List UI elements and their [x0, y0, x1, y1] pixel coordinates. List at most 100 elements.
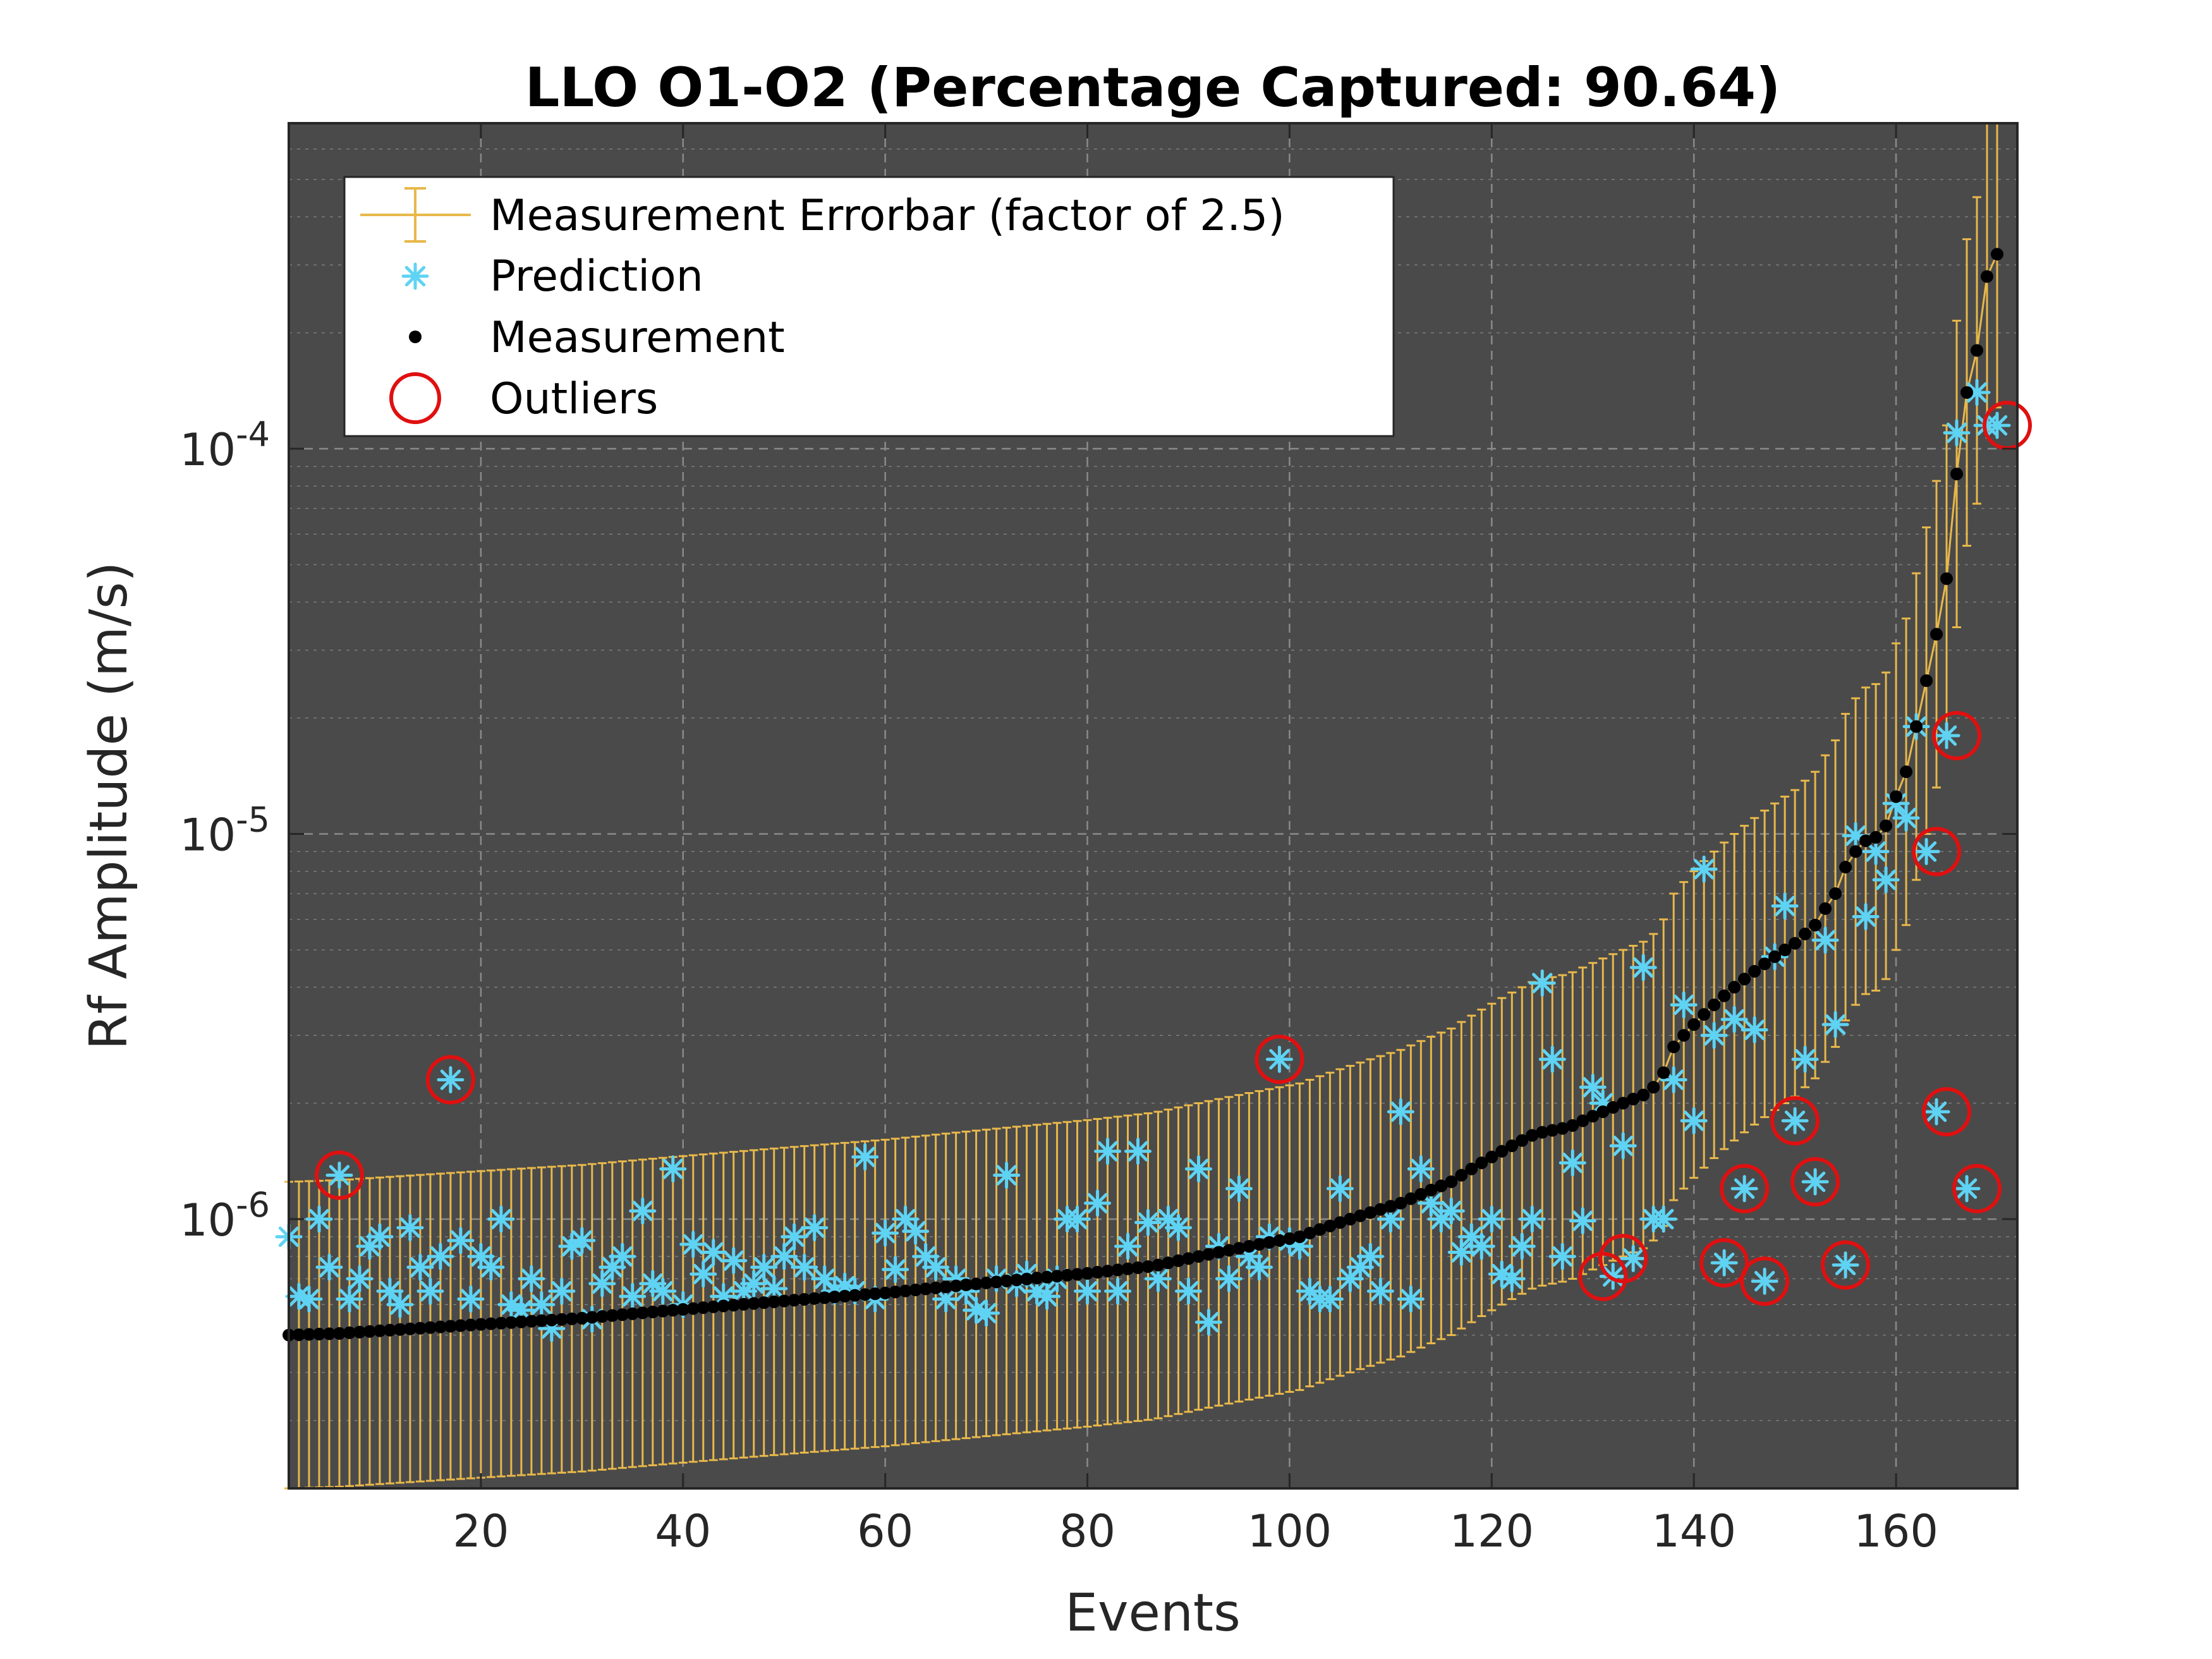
prediction-point: [1124, 1138, 1152, 1165]
measurement-point: [727, 1299, 740, 1312]
prediction-point: [1730, 1175, 1758, 1203]
measurement-point: [707, 1300, 720, 1313]
prediction-point: [1751, 1267, 1778, 1295]
measurement-point: [555, 1313, 568, 1326]
prediction-point: [437, 1066, 465, 1094]
measurement-point: [1950, 467, 1964, 480]
legend-errorbar-icon: [360, 187, 471, 243]
prediction-point: [1033, 1282, 1061, 1310]
measurement-point: [1121, 1262, 1134, 1275]
outlier-circle: [1952, 1164, 2002, 1213]
x-tick-label: 40: [655, 1505, 711, 1557]
axis-ticks: 20 40 60 80 100 120 140 160 10-6 10-5 10-4: [179, 123, 2017, 1557]
measurement-point: [1202, 1248, 1215, 1261]
measurement-point: [1020, 1272, 1033, 1285]
outlier-circle: [1821, 1240, 1871, 1290]
prediction-point: [356, 1232, 384, 1260]
y-axis-label: Rf Amplitude (m/s): [79, 562, 139, 1050]
prediction-point: [649, 1277, 677, 1305]
measurement-point: [878, 1286, 892, 1299]
measurement-point: [1566, 1119, 1579, 1132]
outlier-circle: [1255, 1035, 1304, 1085]
legend-measurement-icon: [409, 331, 422, 343]
measurement-point: [312, 1327, 325, 1340]
measurement-point: [1657, 1066, 1670, 1079]
measurement-point: [1465, 1162, 1478, 1176]
prediction-point: [376, 1277, 404, 1305]
measurement-point: [1637, 1088, 1650, 1102]
measurement-point: [1586, 1110, 1600, 1123]
plot-frame: [288, 122, 2019, 1490]
prediction-point: [1923, 1098, 1950, 1126]
prediction-point: [1821, 1011, 1849, 1038]
prediction-point: [1801, 1168, 1829, 1196]
measurement-point: [1243, 1240, 1256, 1253]
measurement-point: [444, 1320, 457, 1333]
prediction-point: [1872, 866, 1900, 894]
measurement-point: [626, 1307, 639, 1320]
measurement-point: [646, 1305, 659, 1318]
outlier-circle: [1770, 1096, 1820, 1146]
legend-label-prediction: Prediction: [490, 252, 703, 301]
measurement-point: [1930, 628, 1943, 641]
prediction-point: [1518, 1205, 1546, 1233]
measurement-point: [1060, 1268, 1074, 1282]
measurement-point: [798, 1292, 811, 1306]
prediction-point: [346, 1265, 374, 1292]
prediction-point: [1781, 1107, 1809, 1134]
measurement-point: [1030, 1272, 1043, 1285]
prediction-point: [1933, 722, 1960, 750]
prediction-point: [1225, 1175, 1253, 1203]
measurement-point: [373, 1324, 386, 1337]
y-tick-label: 10-5: [179, 800, 270, 861]
measurement-point: [1172, 1254, 1185, 1267]
measurement-point: [899, 1284, 912, 1297]
outlier-circle: [1740, 1256, 1790, 1306]
prediction-point: [1720, 1006, 1748, 1033]
measurement-point: [1708, 998, 1721, 1011]
prediction-point: [1619, 1244, 1647, 1272]
prediction-point: [700, 1239, 727, 1267]
measurement-point: [1182, 1252, 1195, 1265]
legend-asterisk: [401, 262, 429, 290]
prediction-point: [1690, 855, 1718, 883]
measurement-point: [1687, 1018, 1701, 1031]
measurement-point: [514, 1315, 528, 1328]
measurement-point: [1485, 1150, 1498, 1164]
measurement-point: [1131, 1261, 1145, 1274]
prediction-point: [1953, 1175, 1981, 1203]
measurement-point: [1293, 1230, 1306, 1243]
measurement-point: [828, 1291, 841, 1304]
measurement-point: [413, 1322, 427, 1335]
x-tick-label: 80: [1059, 1505, 1115, 1557]
prediction-point: [1741, 1016, 1768, 1044]
prediction-point: [1771, 892, 1799, 920]
measurement-point: [1232, 1242, 1246, 1255]
prediction-point: [447, 1227, 475, 1255]
measurement-point: [332, 1327, 346, 1340]
prediction-point: [1184, 1155, 1212, 1183]
measurement-point: [1677, 1029, 1691, 1042]
prediction-point: [1366, 1277, 1394, 1305]
prediction-point: [1134, 1208, 1162, 1236]
measurement-point: [656, 1304, 669, 1318]
prediction-point: [922, 1253, 950, 1281]
prediction-point: [507, 1296, 535, 1324]
measurement-point: [302, 1328, 315, 1341]
prediction-point: [1104, 1277, 1132, 1305]
measurement-point: [1809, 918, 1822, 932]
measurement-point: [1799, 927, 1812, 940]
prediction-point: [811, 1265, 839, 1292]
outlier-circle: [1790, 1157, 1840, 1206]
prediction-point: [781, 1223, 808, 1251]
prediction-point: [872, 1219, 899, 1247]
measurement-point: [1536, 1126, 1549, 1139]
measurement-point: [383, 1323, 396, 1337]
measurement-point: [676, 1303, 690, 1316]
measurement-point: [535, 1314, 548, 1327]
x-tick-label: 160: [1854, 1505, 1938, 1557]
prediction-point: [1326, 1175, 1354, 1203]
measurement-point: [848, 1289, 861, 1302]
x-tick-label: 140: [1651, 1505, 1736, 1557]
